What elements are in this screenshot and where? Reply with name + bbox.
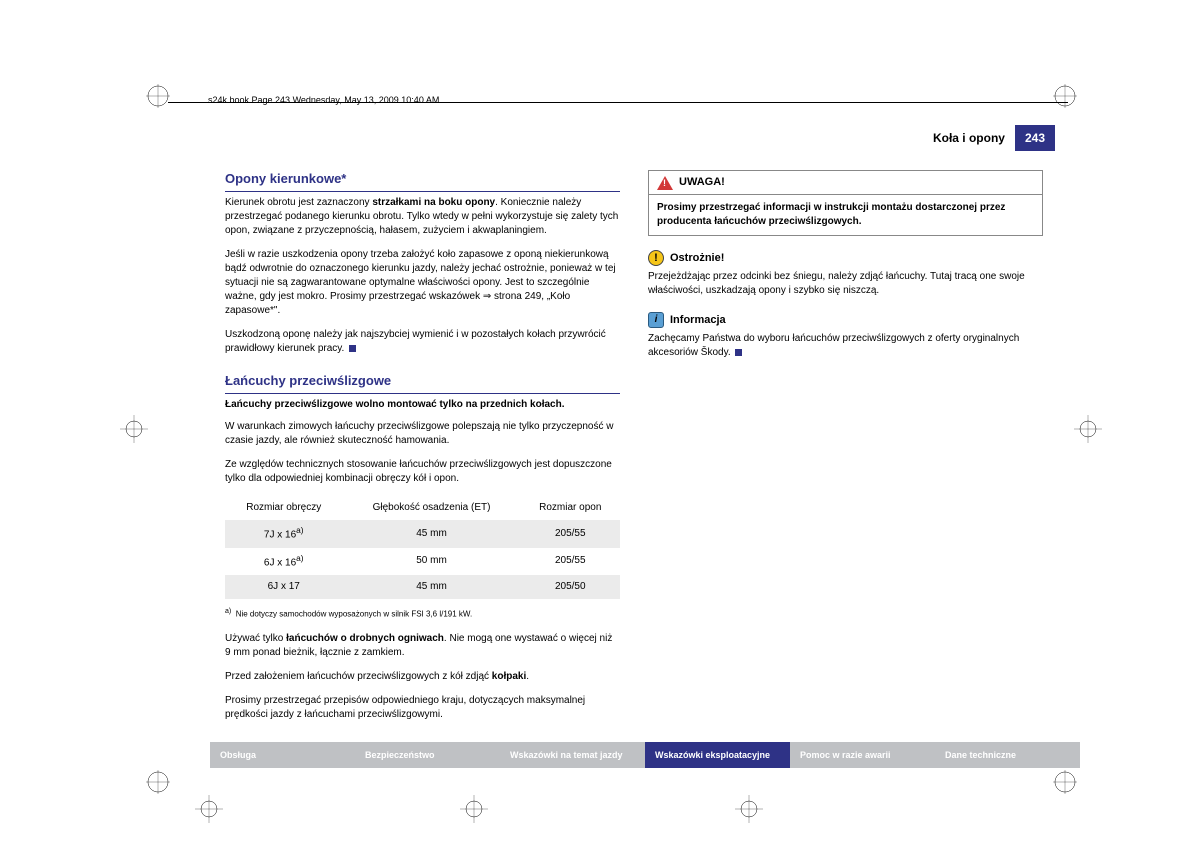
tires-p1: Kierunek obrotu jest zaznaczony strzałka… bbox=[225, 196, 620, 238]
caution-title: Ostrożnie! bbox=[670, 251, 724, 266]
chains-p4: W warunkach zimowych łańcuchy przeciwśli… bbox=[225, 420, 620, 448]
bottom-mark-0 bbox=[195, 795, 223, 823]
chains-p7: Przed założeniem łańcuchów przeciwślizgo… bbox=[225, 670, 620, 684]
tires-p3: Uszkodzoną oponę należy jak najszybciej … bbox=[225, 328, 620, 356]
nav-tab-eksploatacyjne[interactable]: Wskazówki eksploatacyjne bbox=[645, 742, 790, 768]
cell: 6J x 17 bbox=[225, 575, 342, 599]
left-column: Opony kierunkowe* Kierunek obrotu jest z… bbox=[225, 170, 620, 732]
page-header-title: Koła i opony bbox=[933, 131, 1015, 145]
content-area: Opony kierunkowe* Kierunek obrotu jest z… bbox=[225, 170, 1045, 732]
warning-title: UWAGA! bbox=[679, 175, 725, 190]
crop-mark-br bbox=[1053, 770, 1077, 794]
section-chains-heading: Łańcuchy przeciwślizgowe bbox=[225, 372, 620, 394]
cell: 6J x 16a) bbox=[225, 548, 342, 575]
cell: 45 mm bbox=[342, 575, 520, 599]
chains-p8: Prosimy przestrzegać przepisów odpowiedn… bbox=[225, 694, 620, 722]
chains-p5: Ze względów technicznych stosowanie łańc… bbox=[225, 458, 620, 486]
info-square-icon: i bbox=[648, 312, 664, 328]
nav-tab-wskazowki-jazdy[interactable]: Wskazówki na temat jazdy bbox=[500, 742, 645, 768]
nav-tab-pomoc-awaria[interactable]: Pomoc w razie awarii bbox=[790, 742, 935, 768]
cell: 205/55 bbox=[521, 548, 620, 575]
nav-tab-obsluga[interactable]: Obsługa bbox=[210, 742, 355, 768]
print-meta-line: s24k.book Page 243 Wednesday, May 13, 20… bbox=[208, 95, 439, 105]
table-header-row: Rozmiar obręczy Głębokość osadzenia (ET)… bbox=[225, 496, 620, 520]
nav-tabs: Obsługa Bezpieczeństwo Wskazówki na tema… bbox=[210, 742, 1080, 768]
caution-circle-icon: ! bbox=[648, 250, 664, 266]
page-header: Koła i opony 243 bbox=[933, 125, 1055, 151]
cell: 45 mm bbox=[342, 520, 520, 547]
end-mark-icon bbox=[349, 345, 356, 352]
info-header: i Informacja bbox=[648, 312, 1043, 328]
warning-header: UWAGA! bbox=[649, 171, 1042, 195]
end-mark-icon bbox=[735, 349, 742, 356]
nav-tab-bezpieczenstwo[interactable]: Bezpieczeństwo bbox=[355, 742, 500, 768]
side-mark-left bbox=[120, 415, 148, 443]
table-row: 6J x 17 45 mm 205/50 bbox=[225, 575, 620, 599]
cell: 7J x 16a) bbox=[225, 520, 342, 547]
bottom-mark-1 bbox=[460, 795, 488, 823]
section-tires-heading: Opony kierunkowe* bbox=[225, 170, 620, 192]
cell: 205/50 bbox=[521, 575, 620, 599]
warning-body: Prosimy przestrzegać informacji w instru… bbox=[649, 195, 1042, 235]
info-body: Zachęcamy Państwa do wyboru łańcuchów pr… bbox=[648, 332, 1043, 360]
p3-text: Uszkodzoną oponę należy jak najszybciej … bbox=[225, 329, 606, 354]
th-rim: Rozmiar obręczy bbox=[225, 496, 342, 520]
wheel-size-table: Rozmiar obręczy Głębokość osadzenia (ET)… bbox=[225, 496, 620, 599]
header-rule bbox=[168, 102, 1068, 103]
table-row: 7J x 16a) 45 mm 205/55 bbox=[225, 520, 620, 547]
table-row: 6J x 16a) 50 mm 205/55 bbox=[225, 548, 620, 575]
tires-p2: Jeśli w razie uszkodzenia opony trzeba z… bbox=[225, 248, 620, 318]
caution-header: ! Ostrożnie! bbox=[648, 250, 1043, 266]
caution-body: Przejeżdżając przez odcinki bez śniegu, … bbox=[648, 270, 1043, 298]
chains-subheading: Łańcuchy przeciwślizgowe wolno montować … bbox=[225, 398, 620, 412]
table-footnote: a) Nie dotyczy samochodów wyposażonych w… bbox=[225, 607, 620, 620]
side-mark-right bbox=[1074, 415, 1102, 443]
bottom-mark-2 bbox=[735, 795, 763, 823]
crop-mark-tl bbox=[146, 84, 170, 108]
page-number: 243 bbox=[1015, 125, 1055, 151]
p1b: strzałkami na boku opony bbox=[372, 197, 495, 208]
chains-p6: Używać tylko łańcuchów o drobnych ogniwa… bbox=[225, 632, 620, 660]
warning-triangle-icon bbox=[657, 176, 673, 190]
right-column: UWAGA! Prosimy przestrzegać informacji w… bbox=[648, 170, 1043, 732]
p1a: Kierunek obrotu jest zaznaczony bbox=[225, 197, 372, 208]
nav-tab-dane-techniczne[interactable]: Dane techniczne bbox=[935, 742, 1080, 768]
info-title: Informacja bbox=[670, 313, 726, 328]
crop-mark-tr bbox=[1053, 84, 1077, 108]
th-et: Głębokość osadzenia (ET) bbox=[342, 496, 520, 520]
warning-box: UWAGA! Prosimy przestrzegać informacji w… bbox=[648, 170, 1043, 236]
cell: 50 mm bbox=[342, 548, 520, 575]
th-tire: Rozmiar opon bbox=[521, 496, 620, 520]
crop-mark-bl bbox=[146, 770, 170, 794]
cell: 205/55 bbox=[521, 520, 620, 547]
